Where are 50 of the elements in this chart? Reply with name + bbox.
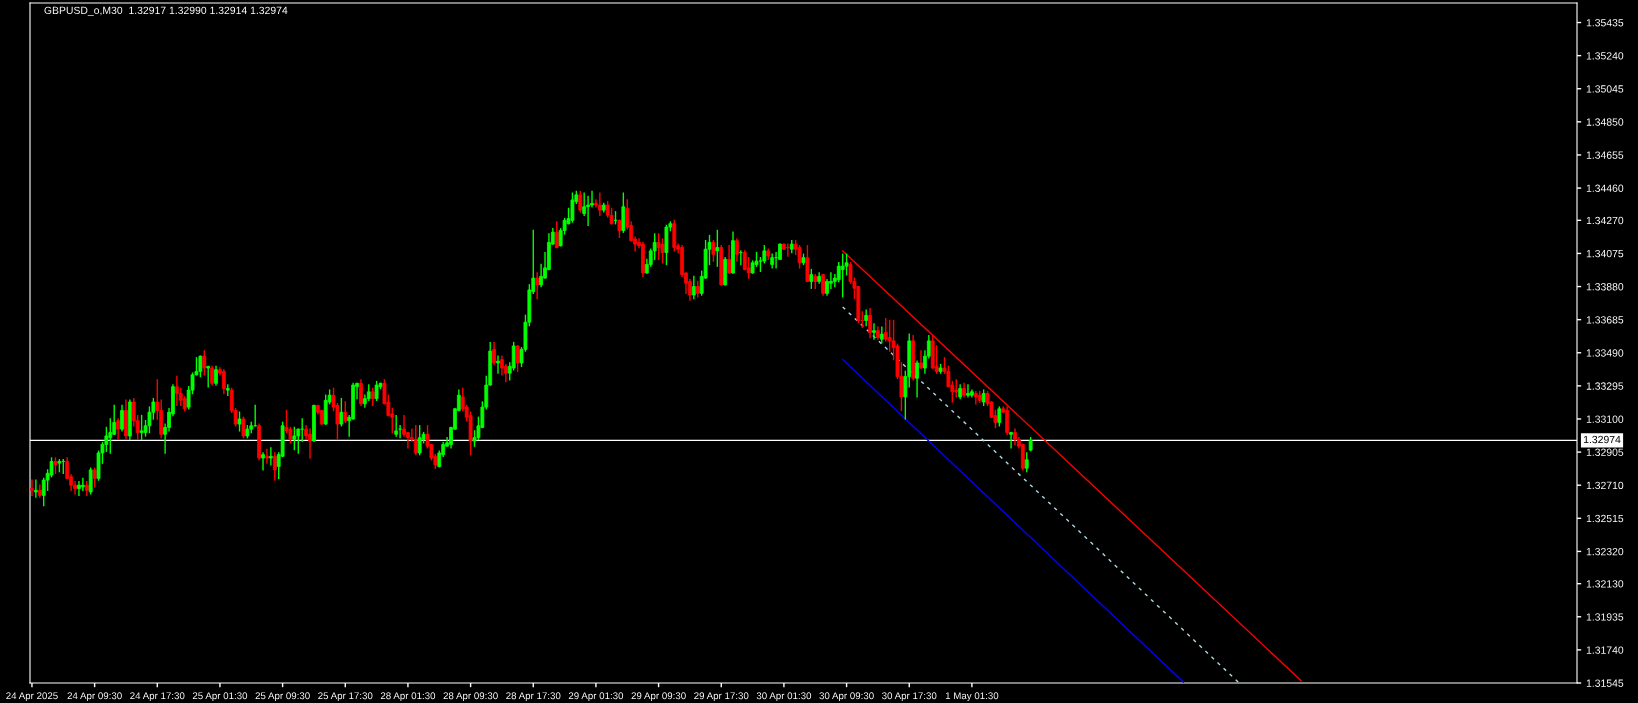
- x-tick-label: 25 Apr 09:30: [255, 692, 310, 702]
- candlestick: [241, 416, 246, 439]
- x-tick-label: 1 May 01:30: [945, 692, 999, 702]
- y-tick-label: 1.31740: [1586, 646, 1624, 654]
- candlestick: [664, 224, 669, 266]
- x-tick-label: 29 Apr 09:30: [631, 692, 686, 702]
- y-tick-label: 1.34460: [1586, 184, 1624, 192]
- y-tick-label: 1.32905: [1586, 448, 1624, 456]
- y-tick-label: 1.33685: [1586, 316, 1624, 324]
- y-tick-label: 1.32515: [1586, 514, 1624, 523]
- y-tick-label: 1.32710: [1586, 481, 1624, 490]
- x-tick-label: 28 Apr 17:30: [506, 692, 561, 702]
- x-tick-label: 28 Apr 09:30: [443, 692, 498, 702]
- candlestick: [805, 245, 810, 283]
- y-tick-label: 1.31935: [1586, 613, 1624, 621]
- candlestick: [711, 240, 716, 262]
- x-tick-label: 30 Apr 17:30: [882, 692, 937, 702]
- chart-title: GBPUSD_o,M30 1.32917 1.32990 1.32914 1.32974: [44, 6, 288, 17]
- x-tick-label: 24 Apr 09:30: [67, 692, 122, 702]
- y-tick-label: 1.31545: [1586, 679, 1624, 687]
- x-tick-label: 30 Apr 01:30: [756, 692, 812, 702]
- candlestick: [374, 380, 379, 401]
- y-tick-label: 1.34075: [1586, 249, 1624, 258]
- y-tick-label: 1.33490: [1586, 349, 1624, 357]
- y-tick-label: 1.33100: [1586, 415, 1624, 423]
- y-tick-label: 1.35240: [1586, 52, 1624, 60]
- y-tick-label: 1.34270: [1586, 216, 1624, 225]
- candlestick: [570, 192, 575, 223]
- y-tick-label: 1.32130: [1586, 580, 1624, 588]
- x-tick-label: 24 Apr 2025: [6, 692, 58, 702]
- candlestick: [715, 229, 720, 267]
- x-tick-label: 29 Apr 17:30: [694, 692, 749, 702]
- y-tick-label: 1.33880: [1586, 283, 1624, 291]
- candlestick: [237, 411, 242, 432]
- ref-line-label: 1.32974: [1583, 435, 1621, 444]
- y-tick-label: 1.35435: [1586, 19, 1624, 27]
- candlestick: [292, 426, 297, 451]
- y-tick-label: 1.34655: [1586, 151, 1624, 159]
- y-tick-label: 1.33295: [1586, 382, 1624, 390]
- candlestick: [515, 345, 520, 373]
- candlestick: [139, 414, 144, 441]
- y-tick-label: 1.35045: [1586, 85, 1624, 93]
- x-tick-label: 28 Apr 01:30: [380, 692, 436, 702]
- x-tick-label: 25 Apr 01:30: [192, 692, 248, 702]
- x-tick-label: 24 Apr 17:30: [130, 692, 185, 702]
- y-tick-label: 1.32320: [1586, 547, 1624, 556]
- y-tick-label: 1.34850: [1586, 118, 1624, 126]
- x-tick-label: 30 Apr 09:30: [819, 692, 874, 702]
- x-tick-label: 25 Apr 17:30: [318, 692, 373, 702]
- x-tick-label: 29 Apr 01:30: [568, 692, 624, 702]
